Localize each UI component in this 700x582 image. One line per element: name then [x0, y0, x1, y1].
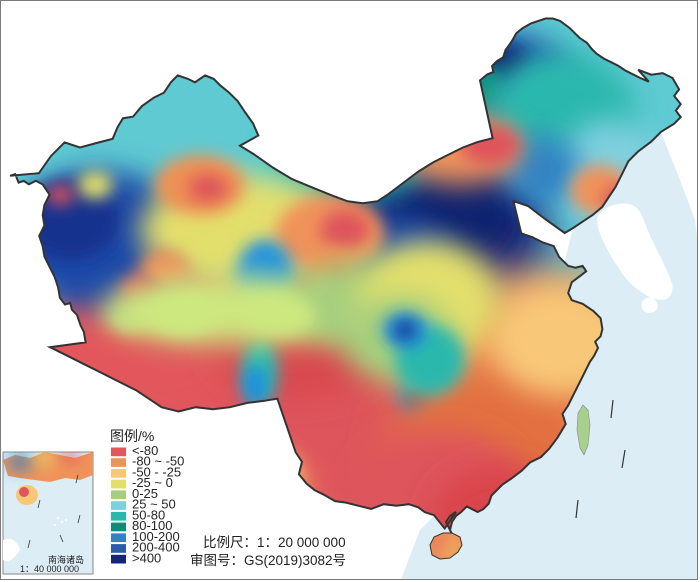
svg-text:1：40 000 000: 1：40 000 000 [20, 564, 79, 574]
svg-text:图例/%: 图例/% [110, 428, 154, 444]
svg-text:审图号：GS(2019)3082号: 审图号：GS(2019)3082号 [190, 553, 346, 568]
svg-text:比例尺：1：20 000 000: 比例尺：1：20 000 000 [203, 535, 346, 550]
svg-text:>400: >400 [132, 550, 161, 565]
